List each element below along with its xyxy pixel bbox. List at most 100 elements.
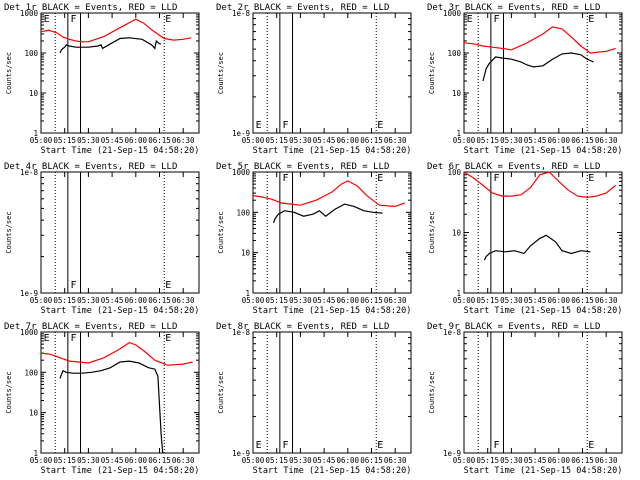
marker-E-label: E [256, 120, 262, 131]
plot-frame [252, 12, 412, 134]
x-tick-label: 05:45 [313, 296, 336, 305]
y-axis-label: Counts/sec [217, 52, 225, 94]
plot-frame [463, 171, 623, 294]
y-axis-label: Counts/sec [428, 211, 436, 253]
x-tick-label: 05:45 [101, 136, 124, 145]
plot-frame [252, 331, 412, 454]
marker-E-label: E [256, 440, 262, 451]
marker-E-label: E [588, 14, 594, 25]
lld-series-line [463, 26, 616, 54]
y-tick-label: 1e-8 [232, 9, 251, 18]
y-tick-label: 1000 [20, 9, 39, 18]
events-series-line [59, 37, 162, 54]
x-tick-label: 05:30 [500, 456, 523, 465]
y-tick-label: 100 [236, 208, 250, 217]
x-tick-label: 05:15 [265, 296, 288, 305]
y-tick-label: 10 [241, 249, 251, 258]
x-tick-label: 06:00 [337, 136, 360, 145]
panel-title: Det 8r BLACK = Events, RED = LLD [216, 322, 389, 332]
x-axis-label: Start Time (21-Sep-15 04:58:20) [41, 146, 200, 156]
y-tick-label: 1e-8 [232, 328, 251, 337]
x-tick-label: 05:15 [53, 136, 76, 145]
plot-frame [40, 12, 200, 134]
x-tick-label: 05:30 [289, 296, 312, 305]
x-tick-label: 06:30 [384, 296, 407, 305]
plot-frame [463, 331, 623, 454]
y-tick-label: 1 [456, 129, 461, 138]
x-tick-label: 06:00 [125, 296, 148, 305]
x-tick-label: 05:00 [30, 456, 53, 465]
y-axis-label: Counts/sec [428, 52, 436, 94]
x-tick-label: 05:00 [30, 296, 53, 305]
panel-title: Det 7r BLACK = Events, RED = LLD [4, 322, 177, 332]
y-tick-label: 1 [245, 289, 250, 298]
lld-series-line [463, 171, 617, 199]
x-tick-label: 05:15 [476, 136, 499, 145]
panel-8: Det 8r BLACK = Events, RED = LLD 1e-9 1e-8… [216, 322, 412, 476]
x-tick-label: 06:30 [172, 296, 195, 305]
x-tick-label: 05:00 [242, 456, 265, 465]
x-tick-label: 05:15 [53, 456, 76, 465]
x-tick-label: 06:30 [384, 136, 407, 145]
panel-6: Det 6r BLACK = Events, RED = LLD 1 10 100 05… [427, 162, 623, 316]
x-tick-label: 06:00 [548, 296, 571, 305]
x-tick-label: 06:15 [148, 456, 171, 465]
x-tick-label: 05:45 [101, 456, 124, 465]
x-tick-label: 06:15 [571, 296, 594, 305]
panel-title: Det 6r BLACK = Events, RED = LLD [427, 162, 600, 172]
y-axis-label: Counts/sec [5, 211, 13, 253]
panel-9: Det 9r BLACK = Events, RED = LLD 1e-9 1e-8… [427, 322, 623, 476]
marker-F-label: F [70, 280, 76, 291]
x-tick-label: 05:45 [101, 296, 124, 305]
x-tick-label: 05:00 [453, 456, 476, 465]
x-tick-label: 06:30 [595, 456, 618, 465]
y-tick-label: 10 [29, 409, 39, 418]
panel-1: Det 1r BLACK = Events, RED = LLD 1 10 100 10… [4, 3, 200, 156]
marker-F-label: F [493, 173, 499, 184]
events-series-line [483, 234, 591, 261]
x-tick-label: 06:30 [595, 296, 618, 305]
x-tick-label: 05:30 [500, 296, 523, 305]
x-tick-label: 05:15 [53, 296, 76, 305]
x-tick-label: 05:00 [30, 136, 53, 145]
marker-E-label: E [377, 440, 383, 451]
plot-frame [252, 171, 412, 294]
x-tick-label: 06:00 [125, 136, 148, 145]
x-tick-label: 05:30 [77, 296, 100, 305]
marker-E-label: E [588, 440, 594, 451]
panel-5: Det 5r BLACK = Events, RED = LLD 1 10 100 10… [216, 162, 412, 316]
x-tick-label: 05:30 [77, 136, 100, 145]
x-tick-label: 05:30 [289, 136, 312, 145]
events-series-line [272, 203, 383, 224]
y-tick-label: 100 [447, 168, 461, 177]
marker-F-label: F [493, 440, 499, 451]
panel-title: Det 9r BLACK = Events, RED = LLD [427, 322, 600, 332]
panel-title: Det 5r BLACK = Events, RED = LLD [216, 162, 389, 172]
y-tick-label: 1e-9 [20, 289, 38, 298]
lld-series-line [40, 18, 192, 43]
y-axis-label: Counts/sec [428, 371, 436, 413]
x-tick-label: 05:15 [265, 136, 288, 145]
x-tick-label: 05:15 [476, 296, 499, 305]
marker-E-label: E [467, 14, 473, 25]
y-tick-label: 1e-9 [232, 449, 250, 458]
x-tick-label: 06:30 [172, 456, 195, 465]
x-tick-label: 05:30 [500, 136, 523, 145]
marker-E-label: E [44, 333, 50, 344]
lld-series-line [40, 341, 193, 366]
x-tick-label: 06:30 [595, 136, 618, 145]
x-axis-label: Start Time (21-Sep-15 04:58:20) [253, 306, 412, 316]
y-tick-label: 1e-9 [443, 449, 461, 458]
x-axis-label: Start Time (21-Sep-15 04:58:20) [41, 306, 200, 316]
x-axis-label: Start Time (21-Sep-15 04:58:20) [464, 146, 623, 156]
x-tick-label: 06:15 [571, 456, 594, 465]
x-tick-label: 05:15 [476, 456, 499, 465]
y-tick-label: 10 [452, 89, 462, 98]
plot-frame [463, 12, 623, 134]
x-tick-label: 05:00 [453, 296, 476, 305]
x-tick-label: 05:00 [242, 136, 265, 145]
x-tick-label: 05:30 [289, 456, 312, 465]
x-tick-label: 06:00 [125, 456, 148, 465]
x-tick-label: 05:45 [524, 136, 547, 145]
marker-E-label: E [44, 14, 50, 25]
